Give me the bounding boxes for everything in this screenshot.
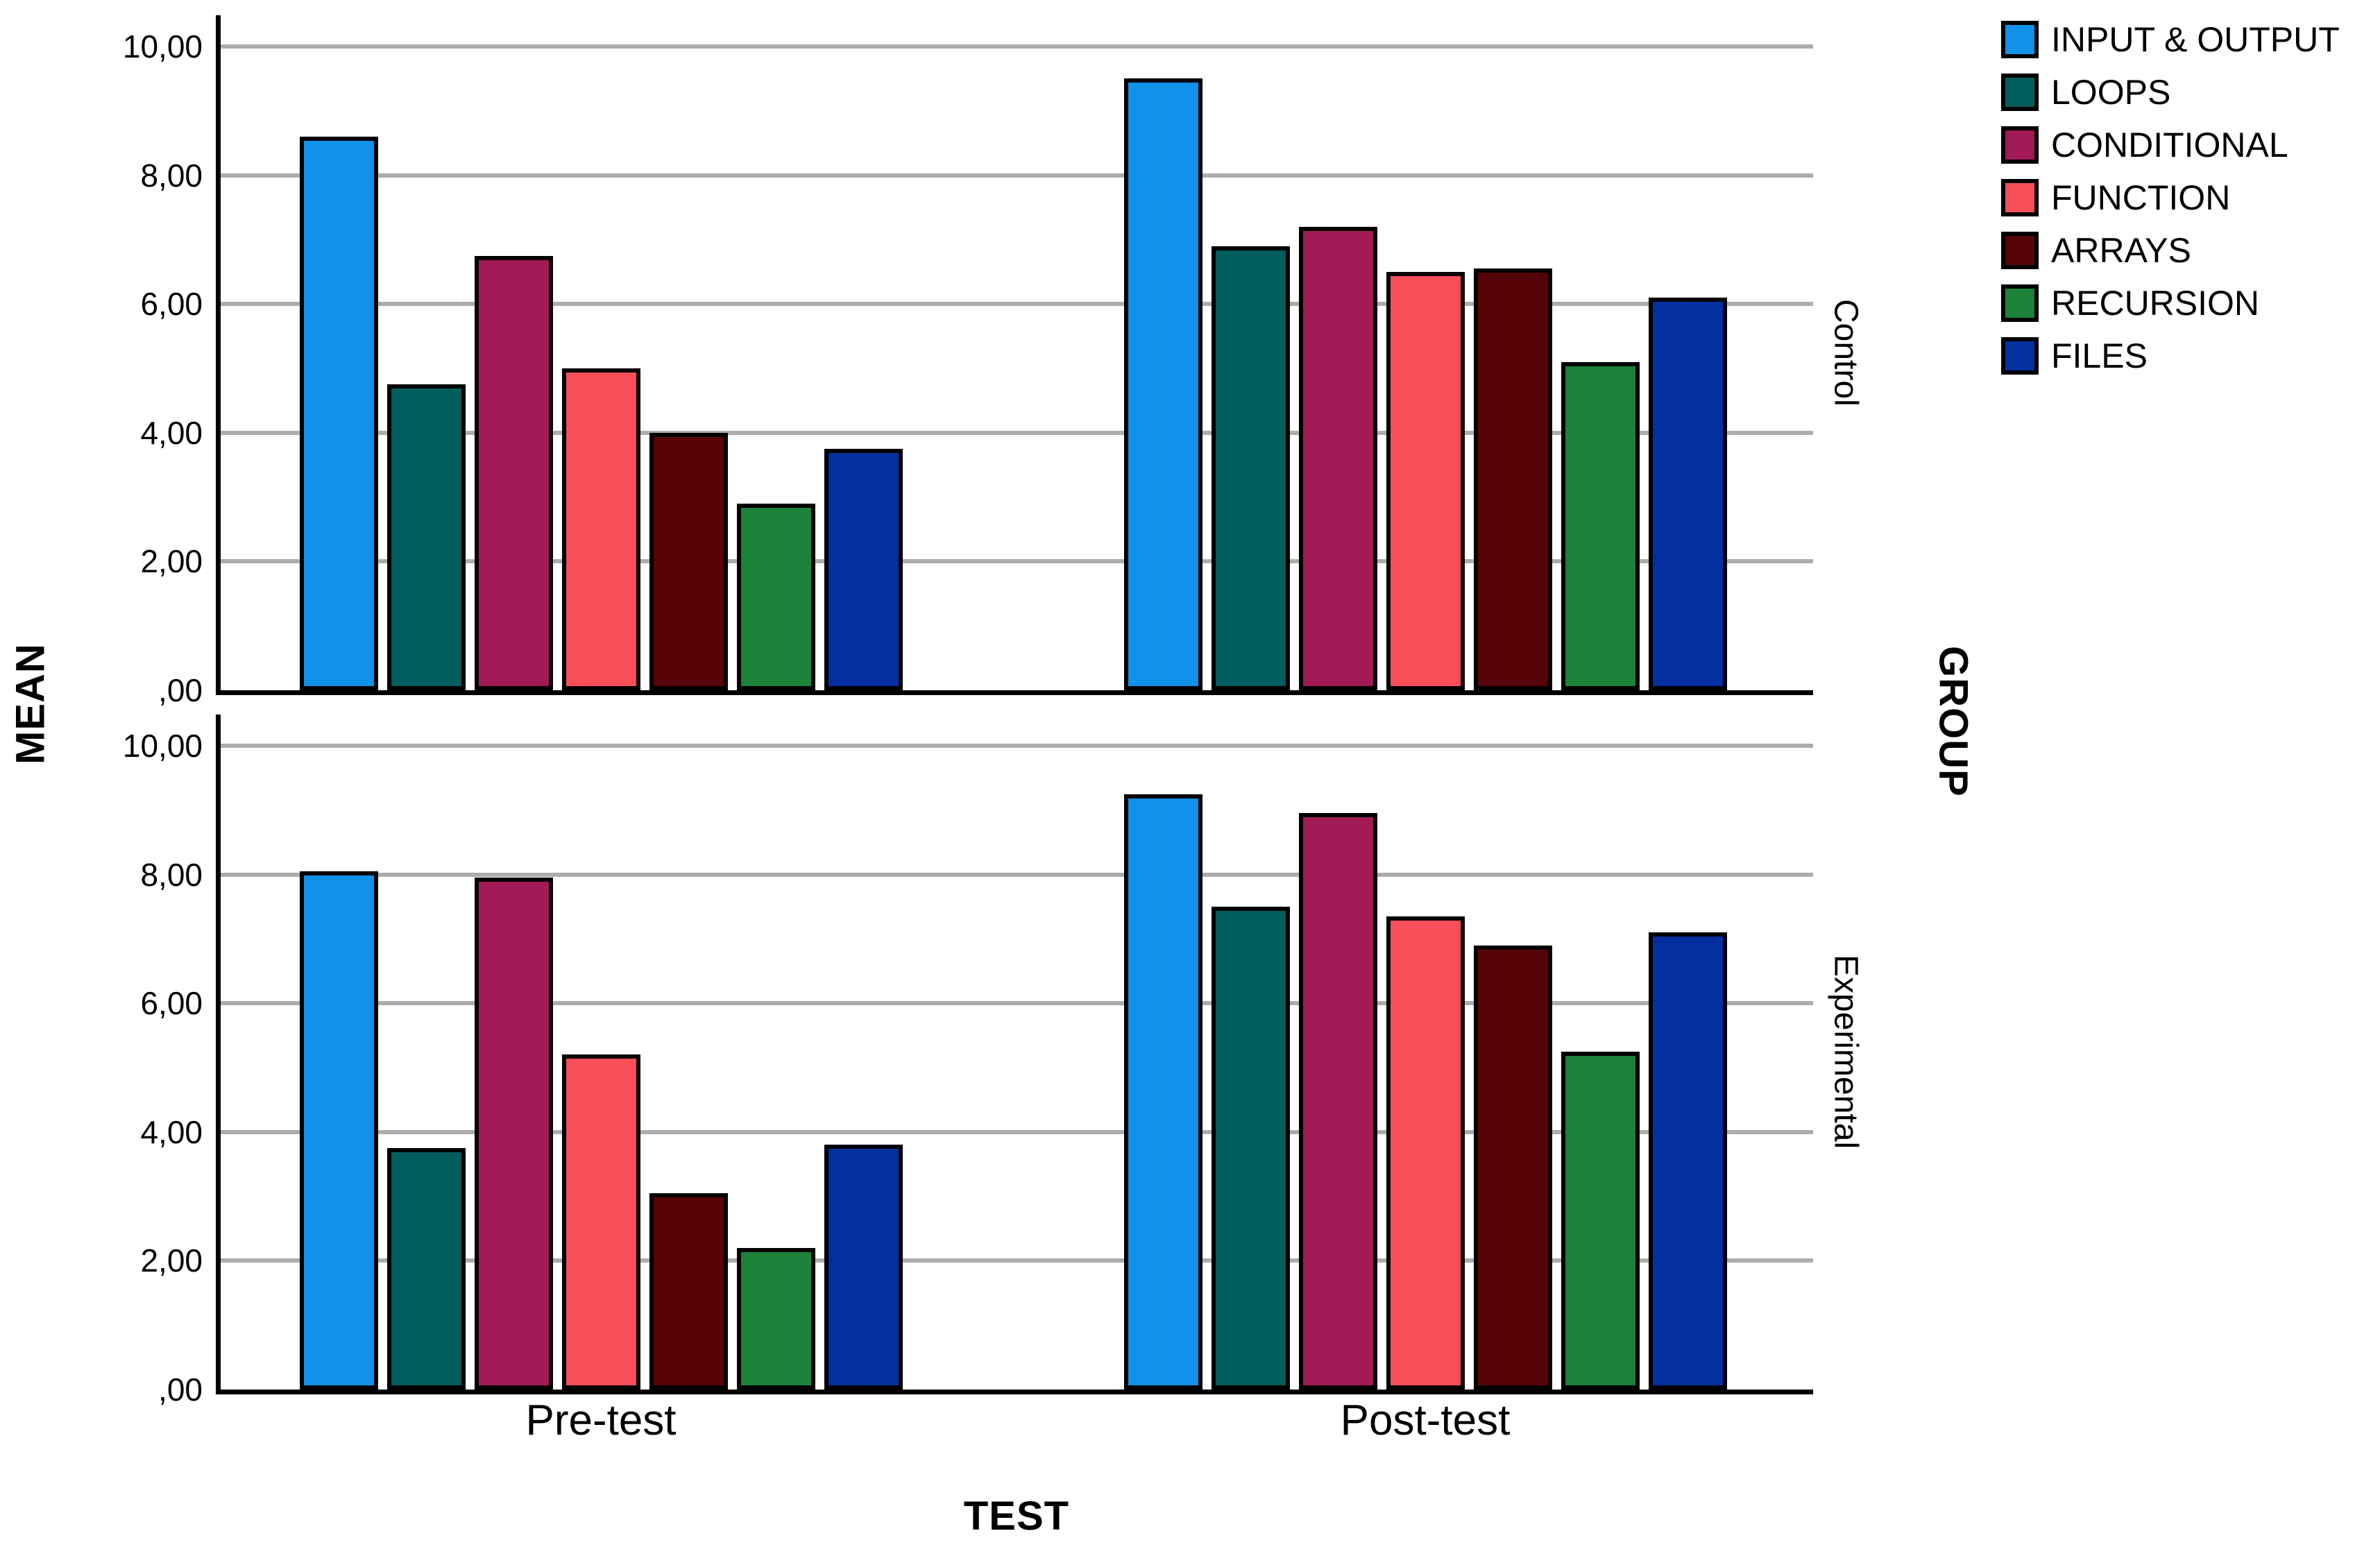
- gridline-8: [221, 173, 1813, 178]
- y-tick-label: 8,00: [140, 856, 203, 893]
- bar-conditional-control-post-test: [1299, 227, 1377, 690]
- bar-loops-control-post-test: [1212, 246, 1290, 690]
- x-axis-title: TEST: [963, 1494, 1070, 1539]
- y-tick-label: 8,00: [140, 157, 203, 194]
- bar-input-output-experimental-post-test: [1124, 794, 1202, 1390]
- x-tick-post-test: Post-test: [1340, 1396, 1511, 1444]
- y-tick-label: 4,00: [140, 1113, 203, 1150]
- bar-input-output-control-post-test: [1124, 78, 1202, 690]
- y-axis-line: [216, 15, 221, 695]
- gridline-10: [221, 744, 1813, 748]
- bar-function-experimental-post-test: [1386, 916, 1465, 1390]
- bar-recursion-experimental-post-test: [1561, 1052, 1640, 1390]
- bar-loops-control-pre-test: [387, 384, 466, 690]
- legend-item-loops: LOOPS: [2001, 72, 2170, 112]
- gridline-2: [221, 559, 1813, 564]
- gridline-10: [221, 44, 1813, 49]
- panel-label-experimental: Experimental: [1827, 954, 1864, 1149]
- gridline-6: [221, 302, 1813, 307]
- bar-files-control-post-test: [1649, 298, 1727, 690]
- legend-item-recursion: RECURSION: [2001, 283, 2259, 323]
- legend-swatch-conditional: [2001, 126, 2039, 164]
- legend-swatch-input-output: [2001, 21, 2039, 58]
- legend-item-files: FILES: [2001, 336, 2148, 376]
- legend-swatch-files: [2001, 337, 2039, 375]
- bar-conditional-control-pre-test: [475, 256, 553, 690]
- gridline-8: [221, 872, 1813, 877]
- legend-label: ARRAYS: [2051, 231, 2191, 270]
- legend-item-arrays: ARRAYS: [2001, 230, 2191, 271]
- x-tick-pre-test: Pre-test: [525, 1396, 677, 1444]
- bar-loops-experimental-pre-test: [387, 1148, 466, 1390]
- legend: INPUT & OUTPUT LOOPS CONDITIONAL FUNCTION AR…: [2001, 19, 2380, 408]
- y-tick-label: 10,00: [122, 28, 203, 65]
- bar-function-control-post-test: [1386, 272, 1465, 690]
- y-tick-label: ,00: [158, 1371, 203, 1408]
- bar-function-experimental-pre-test: [562, 1054, 640, 1390]
- y-tick-label: 4,00: [140, 414, 203, 451]
- gridline-2: [221, 1258, 1813, 1263]
- x-baseline: [216, 1390, 1813, 1394]
- bar-arrays-experimental-pre-test: [649, 1193, 728, 1390]
- bar-loops-experimental-post-test: [1212, 907, 1290, 1390]
- legend-item-input-output: INPUT & OUTPUT: [2001, 19, 2340, 60]
- bar-recursion-experimental-pre-test: [737, 1248, 815, 1390]
- gridline-4: [221, 430, 1813, 435]
- panel-label-control: Control: [1827, 298, 1864, 407]
- y-tick-label: 2,00: [140, 1242, 203, 1279]
- bar-arrays-control-post-test: [1474, 268, 1552, 690]
- legend-label: LOOPS: [2051, 73, 2171, 112]
- bar-input-output-control-pre-test: [300, 137, 378, 690]
- legend-label: FILES: [2051, 336, 2148, 375]
- bar-input-output-experimental-pre-test: [300, 871, 378, 1390]
- gridline-4: [221, 1129, 1813, 1134]
- bar-files-control-pre-test: [824, 449, 903, 690]
- bar-recursion-control-pre-test: [737, 504, 815, 690]
- y-tick-label: 6,00: [140, 985, 203, 1022]
- right-axis-title: GROUP: [1930, 646, 1976, 797]
- bar-function-control-pre-test: [562, 368, 640, 690]
- legend-label: CONDITIONAL: [2051, 126, 2288, 164]
- legend-label: FUNCTION: [2051, 178, 2231, 217]
- bar-files-experimental-post-test: [1649, 932, 1727, 1390]
- legend-label: INPUT & OUTPUT: [2051, 20, 2340, 59]
- legend-swatch-loops: [2001, 74, 2039, 111]
- legend-item-conditional: CONDITIONAL: [2001, 125, 2288, 165]
- bar-arrays-control-pre-test: [649, 433, 728, 690]
- legend-item-function: FUNCTION: [2001, 178, 2230, 218]
- legend-swatch-function: [2001, 179, 2039, 216]
- bar-recursion-control-post-test: [1561, 362, 1640, 690]
- bar-arrays-experimental-post-test: [1474, 946, 1552, 1390]
- gridline-6: [221, 1001, 1813, 1006]
- bar-files-experimental-pre-test: [824, 1145, 903, 1390]
- legend-swatch-recursion: [2001, 284, 2039, 322]
- x-baseline: [216, 690, 1813, 695]
- y-tick-label: 10,00: [122, 728, 203, 764]
- legend-swatch-arrays: [2001, 232, 2039, 269]
- y-tick-label: ,00: [158, 672, 203, 708]
- bar-conditional-experimental-pre-test: [475, 878, 553, 1390]
- legend-label: RECURSION: [2051, 284, 2260, 323]
- y-tick-label: 6,00: [140, 286, 203, 323]
- y-tick-label: 2,00: [140, 543, 203, 580]
- y-axis-line: [216, 715, 221, 1394]
- bar-conditional-experimental-post-test: [1299, 813, 1377, 1390]
